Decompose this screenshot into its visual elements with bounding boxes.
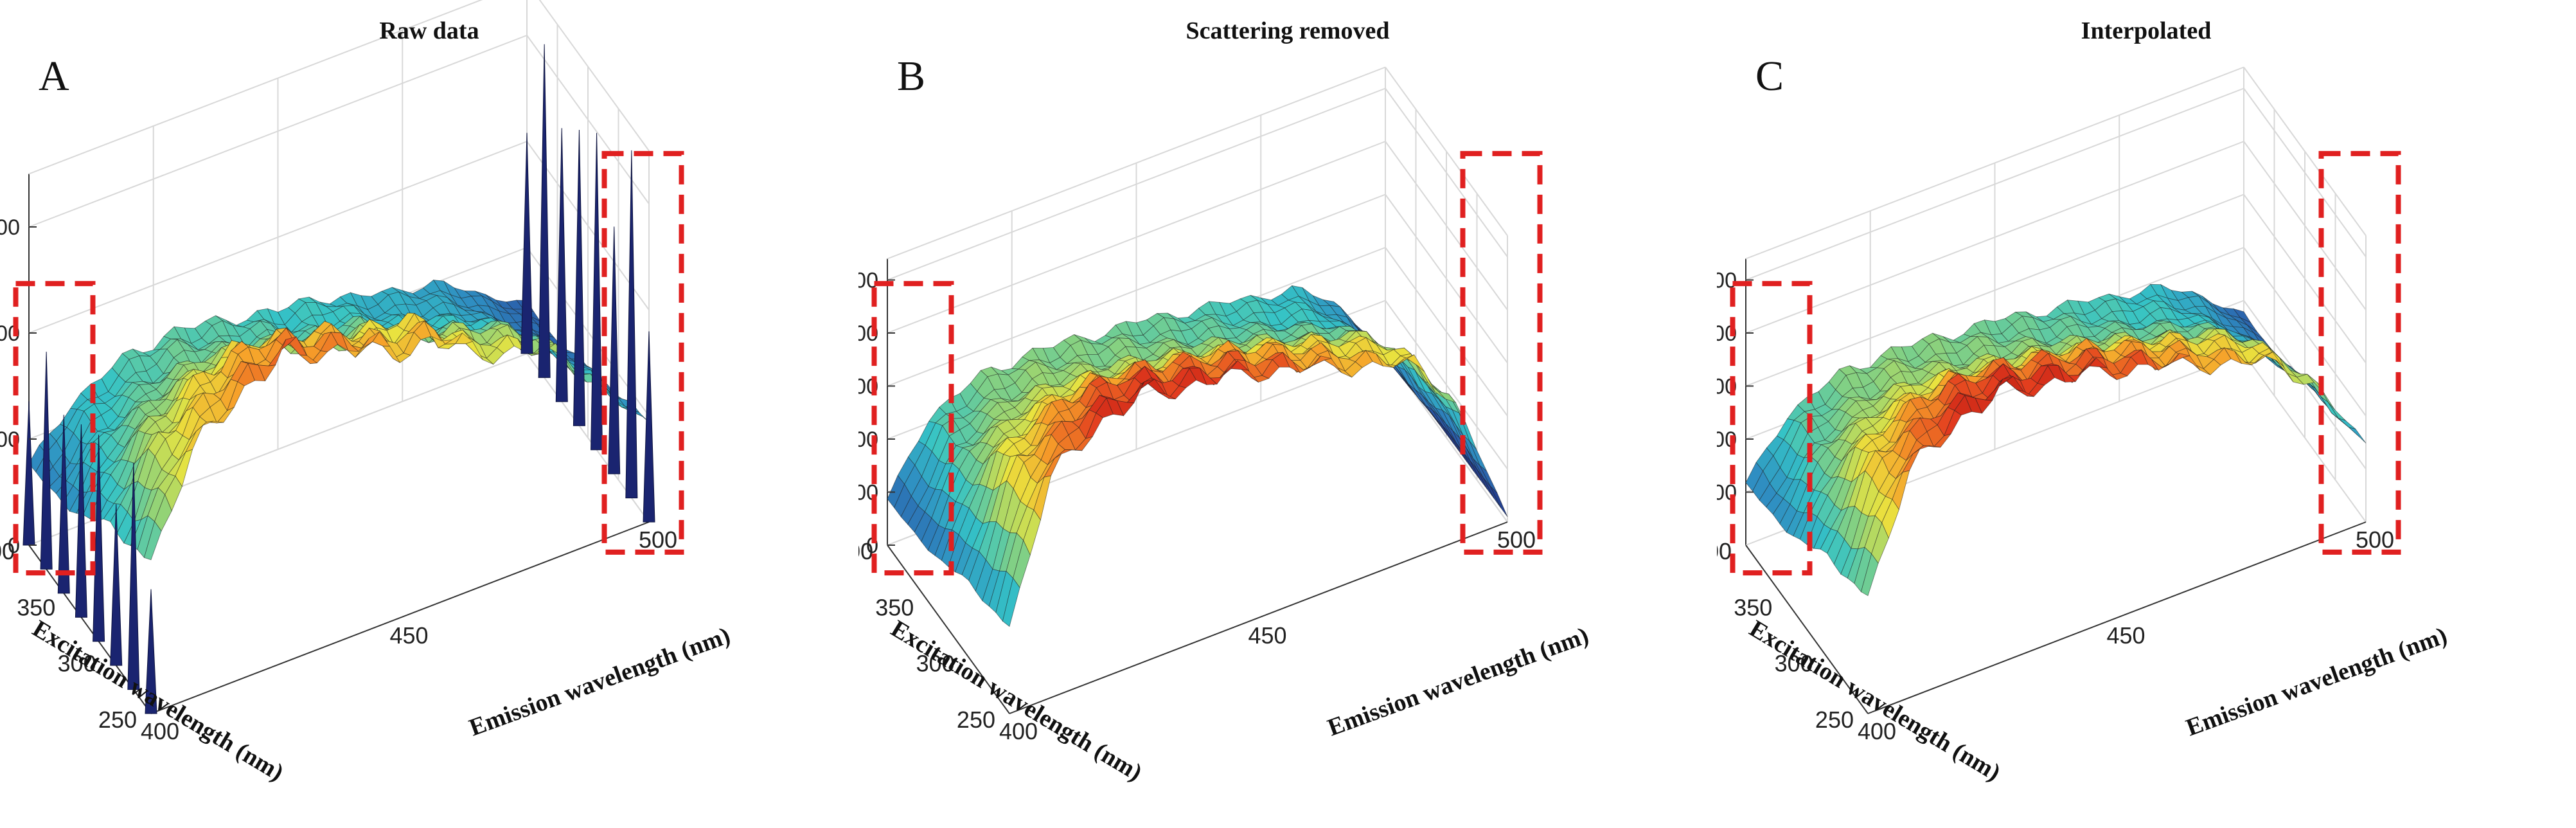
surface-plot	[1745, 284, 2367, 597]
scatter-spikes	[22, 44, 655, 714]
emission-tick-label: 400	[141, 718, 179, 744]
emission-tick-label: 400	[1858, 718, 1896, 744]
excitation-axis-ticks: 400 350 300 250	[1717, 538, 1854, 733]
panel-letter: C	[1755, 53, 1784, 100]
excitation-tick-label: 250	[98, 706, 137, 733]
excitation-tick-label: 250	[957, 706, 995, 733]
emission-axis-ticks: 400 450 500	[141, 526, 677, 744]
scatter-spike	[608, 226, 621, 474]
surface-plot	[887, 285, 1508, 627]
emission-axis-line	[1867, 521, 2367, 714]
panel-title: Interpolated	[2081, 17, 2212, 44]
emission-axis-line	[150, 521, 650, 714]
scatter-spike	[538, 44, 551, 378]
excitation-tick-label: 250	[1815, 706, 1854, 733]
panel-scattering-removed: 0100200300400500 400350300250 400450500 …	[858, 0, 1717, 828]
scatter-spike	[110, 504, 123, 666]
highlight-box	[13, 281, 96, 576]
excitation-tick-label: 400	[858, 538, 873, 564]
emission-tick-label: 500	[1497, 526, 1536, 553]
emission-axis-label: Emission wavelength (nm)	[466, 622, 734, 741]
excitation-axis-ticks: 400 350 300 250	[0, 538, 137, 733]
emission-axis-line	[1009, 521, 1508, 714]
emission-tick-label: 400	[999, 718, 1038, 744]
highlight-box	[871, 281, 954, 576]
excitation-tick-label: 350	[17, 594, 55, 620]
scatter-spike	[555, 128, 568, 402]
excitation-tick-label: 300	[58, 651, 96, 677]
highlight-box	[1730, 281, 1813, 576]
excitation-tick-label: 400	[0, 538, 15, 564]
excitation-tick-label: 350	[875, 594, 914, 620]
highlight-box	[1460, 150, 1543, 555]
scatter-spike	[127, 462, 140, 690]
z-tick-label: 600	[0, 215, 20, 240]
highlight-box	[601, 150, 684, 555]
scatter-spike	[75, 424, 87, 618]
emission-tick-label: 500	[2356, 526, 2394, 553]
emission-axis-label: Emission wavelength (nm)	[1324, 622, 1592, 741]
emission-tick-label: 450	[2106, 622, 2145, 649]
emission-tick-label: 450	[389, 622, 428, 649]
excitation-axis-label: Excitation wavelength (nm)	[28, 615, 288, 786]
panel-title: Raw data	[379, 17, 479, 44]
surface-cell	[2338, 418, 2356, 429]
surface-cell	[143, 521, 162, 561]
surface-cell	[2349, 427, 2367, 444]
scatter-spike	[93, 435, 105, 642]
excitation-tick-label: 400	[1717, 538, 1732, 564]
excitation-tick-label: 350	[1734, 594, 1772, 620]
scatter-spike	[625, 150, 638, 499]
highlight-box	[2318, 150, 2401, 555]
scatter-spike	[145, 589, 157, 714]
emission-axis-ticks: 400 450 500	[999, 526, 1536, 744]
scatter-spike	[643, 331, 655, 523]
chart-scattering-removed: 0100200300400500 400350300250 400450500 …	[858, 17, 1592, 786]
emission-axis-label: Emission wavelength (nm)	[2183, 622, 2451, 741]
excitation-axis-label: Excitation wavelength (nm)	[886, 615, 1146, 786]
surface-cell	[1002, 577, 1020, 627]
excitation-axis-label: Excitation wavelength (nm)	[1745, 615, 2005, 786]
panel-title: Scattering removed	[1186, 17, 1390, 44]
scatter-spike	[22, 401, 35, 546]
surface-cell	[1860, 553, 1879, 597]
scatter-spike	[573, 129, 585, 426]
panel-letter: A	[39, 53, 69, 100]
emission-tick-label: 500	[639, 526, 677, 553]
excitation-tick-label: 300	[1775, 651, 1813, 677]
excitation-axis-line	[887, 544, 1010, 714]
emission-axis-ticks: 400 450 500	[1858, 526, 2394, 744]
excitation-tick-label: 300	[916, 651, 955, 677]
scatter-spike	[40, 352, 53, 570]
panel-letter: B	[897, 53, 925, 100]
highlight-boxes	[871, 150, 1543, 576]
highlight-boxes	[13, 150, 684, 576]
scatter-spike	[520, 132, 533, 354]
excitation-axis-ticks: 400 350 300 250	[858, 538, 995, 733]
excitation-axis-line	[1745, 544, 1869, 714]
scatter-spike	[57, 415, 70, 594]
surface-plot	[28, 279, 650, 561]
scatter-spike	[591, 132, 603, 451]
emission-tick-label: 450	[1248, 622, 1286, 649]
highlight-boxes	[1730, 150, 2401, 576]
